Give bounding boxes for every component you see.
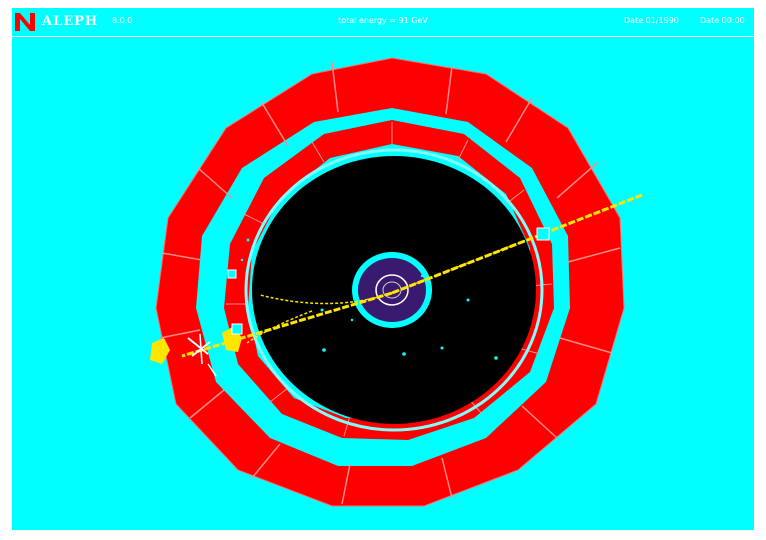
time-label: Date 00:00 (700, 16, 745, 25)
event-energy-label: total energy = 91 GeV (338, 16, 428, 25)
run-info: 8.0.0 (112, 16, 133, 25)
display-header: ALEPH 8.0.0 total energy = 91 GeV Date 0… (12, 8, 754, 37)
detector-view (150, 57, 643, 507)
outer-ring-segment-lines (159, 61, 621, 505)
event-display-window: ALEPH 8.0.0 total energy = 91 GeV Date 0… (12, 8, 754, 530)
aleph-logo-icon (15, 13, 35, 31)
energy-deposits (150, 227, 550, 377)
date-label: Date 01/1990 (624, 16, 679, 25)
vertex-detector (352, 252, 432, 328)
particle-tracks (181, 193, 643, 358)
brand-label: ALEPH (42, 14, 99, 29)
detector-hits (240, 238, 498, 360)
